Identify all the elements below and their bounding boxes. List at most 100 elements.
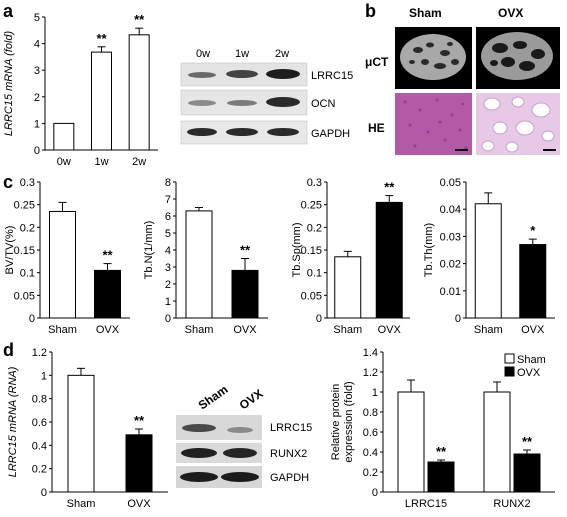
bar-ovx [125,434,153,493]
blot-d-label-lrrc15: LRRC15 [270,422,312,434]
bar-ovx-runx2 [513,453,541,493]
y-tick-label: 0 [41,487,47,499]
y-tick-label: 0 [29,313,35,325]
y-tick-label: 0.25 [301,200,322,212]
y-tick-label: 0.05 [440,177,461,189]
y-tick-label: 0 [372,487,378,499]
significance-mark: ** [240,243,251,258]
y-tick-label: 1.4 [363,347,378,359]
y-tick-label: 6 [165,211,171,223]
y-tick-label: 5 [165,228,171,240]
y-tick-label: 1 [41,370,47,382]
x-tick-label: OVX [378,324,402,336]
western-blot-a: 0w 1w 2w LRRC15 OCN GAPDH [180,48,353,145]
y-tick-label: 0.2 [32,464,47,476]
y-tick-label: 0.1 [20,268,35,280]
chart-c-bv-tv: 0 0.05 0.1 0.15 0.2 0.25 0.3 BV/TV(%) Sham ** OVX [4,177,130,336]
y-axis-title: BV/TV(%) [4,226,16,275]
y-tick-label: 2 [34,92,40,104]
legend-label-ovx: OVX [517,367,541,379]
bar-sham [474,203,502,319]
bar-sham [49,210,76,319]
y-tick-label: 0.6 [32,417,47,429]
x-tick-label: Sham [333,324,362,336]
band [181,448,217,458]
y-tick-label: 4 [34,39,40,51]
blot-d-label-runx2: RUNX2 [270,448,307,460]
bar-ovx-lrrc15 [427,461,455,493]
bar-ovx [375,201,403,319]
y-tick-label: 0.8 [32,394,47,406]
bar-0w [53,122,75,151]
bar-sham [334,256,362,319]
y-axis-title-line: Relative protein [330,384,342,460]
y-tick-label: 0.6 [363,427,378,439]
band [266,97,300,107]
x-tick-label: Sham [48,324,77,336]
x-tick-label: OVX [233,324,257,336]
y-tick-label: 4 [165,245,171,257]
bar-sham [67,374,95,493]
uct-sham-pores [409,42,459,69]
panel-b-row-uct: μCT [365,55,389,69]
y-tick-label: 0.05 [301,290,322,302]
y-tick-label: 0.03 [440,231,461,243]
legend-swatch-sham [504,353,515,364]
blot-a-label-ocn: OCN [311,98,336,110]
y-axis-title: LRRC15 mRNA (RNA) [7,366,19,477]
band [226,128,258,136]
y-tick-label: 0.04 [440,204,461,216]
chart-c-tb-n: 0 1 2 3 4 5 6 7 8 Tb.N(1/mm) Sham ** OVX [143,177,268,336]
western-blot-d: Sham OVX LRRC15 RUNX2 GAPDH [176,382,312,488]
y-tick-label: 0 [165,313,171,325]
bar-sham-lrrc15 [397,391,425,493]
y-tick-label: 0.3 [307,177,322,189]
chart-d-protein-expression: 0 0.2 0.4 0.6 0.8 1 1.2 1.4 Relative proteinexpr… [330,347,555,510]
x-tick-label: Sham [67,498,96,510]
bar-ovx [94,269,121,319]
y-tick-label: 0 [455,313,461,325]
y-tick-label: 1.2 [363,367,378,379]
chart-a-lrrc15-timecourse: 0 1 2 3 4 5 LRRC15 mRNA (fold) 0w ** 1w ** 2w [3,12,158,168]
x-tick-label: Sham [474,324,503,336]
band [266,69,300,79]
panel-letter-d: d [3,340,14,360]
y-tick-label: 1 [372,387,378,399]
bar-sham-runx2 [483,391,511,493]
blot-d-strip-runx2 [176,443,262,463]
y-tick-label: 0 [316,313,322,325]
y-tick-label: 3 [34,65,40,77]
x-tick-label: OVX [127,498,151,510]
band [267,128,299,136]
he-ovx-adipocytes [481,96,555,153]
band [182,424,216,432]
chart-c-tb-sp: 0 0.05 0.1 0.15 0.2 0.25 0.3 Tb.Sp(mm) Sham ** OVX [291,177,410,336]
blot-d-lane-sham: Sham [196,382,231,412]
blot-a-label-lrrc15: LRRC15 [311,70,353,82]
panel-b-col-sham: Sham [409,6,442,20]
bar-sham [185,210,213,319]
significance-mark: ** [134,413,145,428]
x-tick-label: 2w [132,156,146,168]
uct-ovx-pores [490,41,545,71]
y-axis-title: Tb.Th(mm) [423,223,435,277]
he-sham-image [395,93,472,155]
bar-ovx [231,269,259,319]
chart-c-tb-th: 0 0.01 0.02 0.03 0.04 0.05 Tb.Th(mm) Sham * OVX [423,177,555,336]
panel-letter-b: b [365,1,376,21]
y-axis-title: LRRC15 mRNA (fold) [3,30,15,136]
panel-b-col-ovx: OVX [498,6,523,20]
y-tick-label: 0.15 [301,245,322,257]
y-tick-label: 1 [34,118,40,130]
he-sham-texture [403,98,468,150]
band [223,448,257,458]
y-axis-title: Relative proteinexpression (fold) [330,381,355,462]
y-tick-label: 5 [34,12,40,24]
y-tick-label: 0.4 [363,447,378,459]
panel-letter-c: c [3,172,13,192]
y-tick-label: 0.2 [307,222,322,234]
band [227,100,257,106]
y-tick-label: 0.05 [14,290,35,302]
band [188,100,216,106]
